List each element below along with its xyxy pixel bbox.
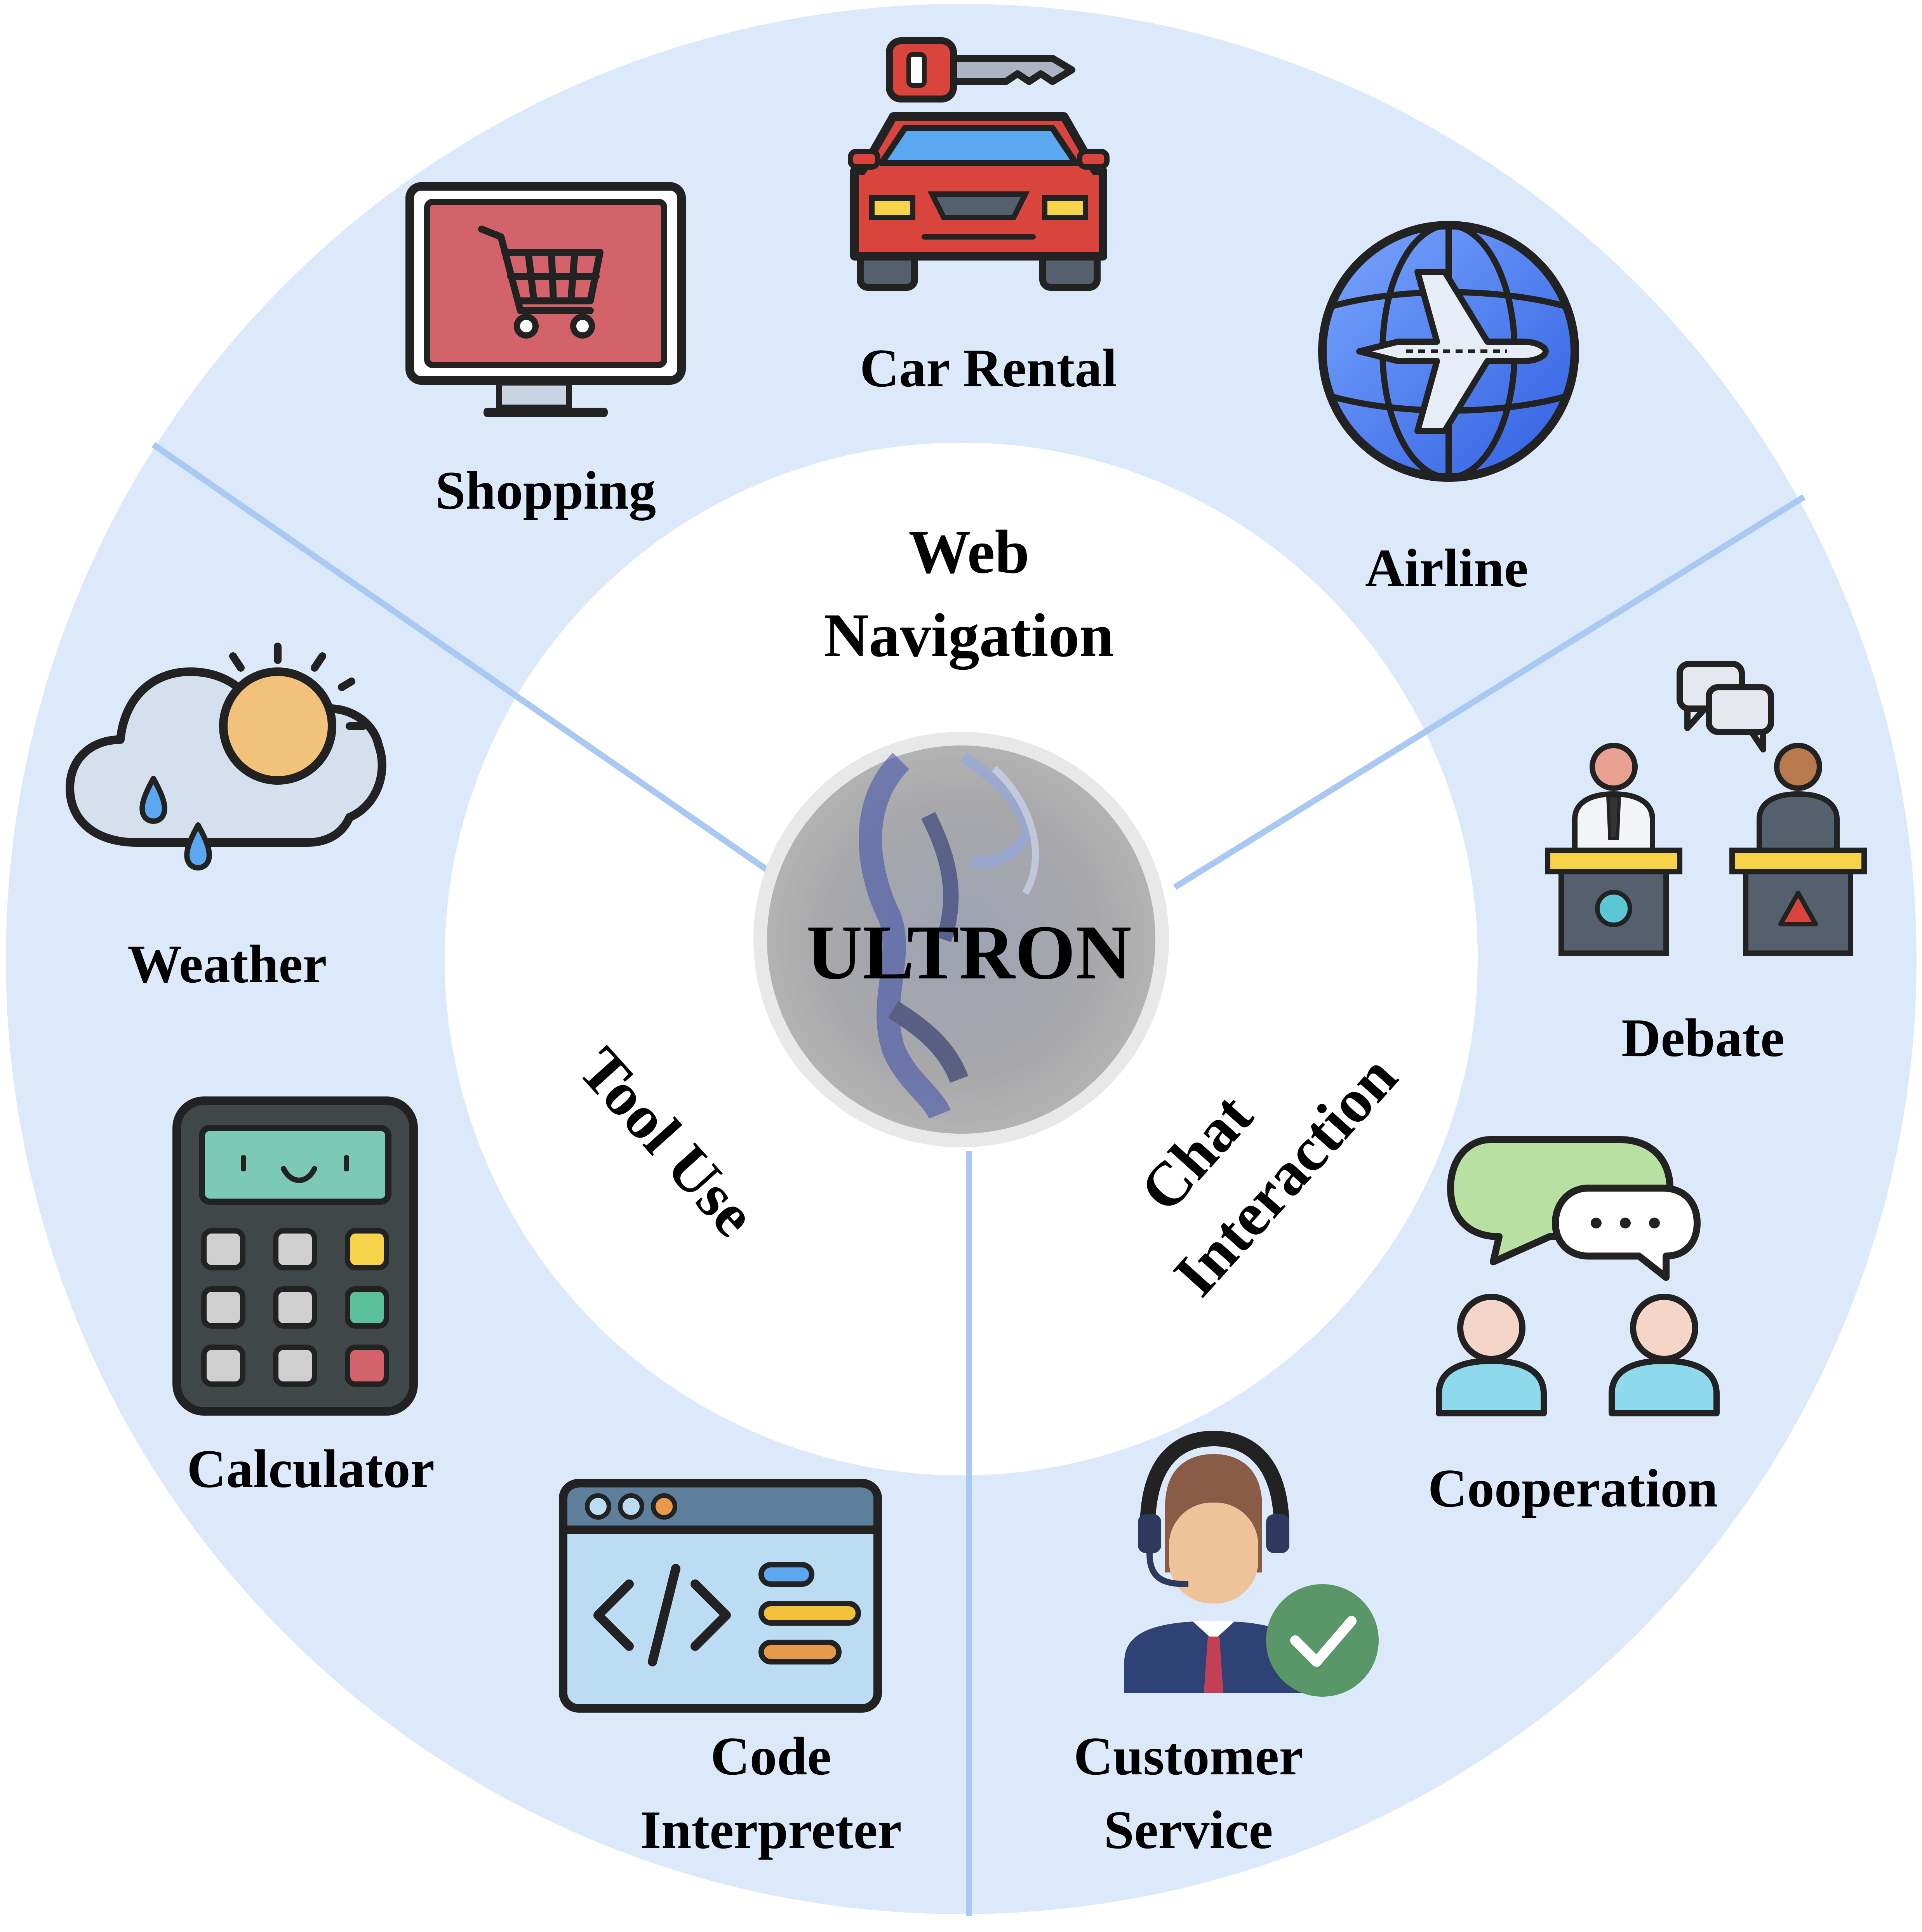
center-figure-icon: [859, 752, 1039, 1119]
section-title-line: Web: [908, 517, 1029, 586]
airline-label: Airline: [1365, 538, 1528, 598]
weather-cloud-sun-icon: [66, 643, 386, 870]
calculator-icon: [172, 1096, 418, 1416]
section-title-web-navigation: Web Navigation: [824, 517, 1114, 670]
calculator-label: Calculator: [187, 1439, 435, 1499]
code-interpreter-label-line: Code: [710, 1726, 831, 1786]
weather-item: Weather: [66, 643, 386, 994]
divider-right: [1173, 494, 1806, 890]
center-label: ULTRON: [806, 910, 1131, 996]
calculator-item: Calculator: [172, 1096, 435, 1499]
weather-label: Weather: [127, 934, 327, 994]
cooperation-label: Cooperation: [1428, 1458, 1718, 1518]
debate-podiums-icon: [1545, 661, 1867, 956]
globe-airplane-icon: [1318, 221, 1579, 482]
customer-service-label-line: Service: [1104, 1800, 1273, 1860]
cooperation-chat-people-icon: [1436, 1136, 1720, 1416]
car-rental-label: Car Rental: [860, 338, 1117, 398]
customer-service-label-line: Customer: [1074, 1726, 1303, 1786]
shopping-monitor-icon: [405, 182, 686, 417]
airline-item: Airline: [1318, 221, 1579, 598]
car-icon: [848, 112, 1110, 291]
code-interpreter-item: Code Interpreter: [559, 1479, 902, 1860]
car-rental-item: Car Rental: [848, 37, 1117, 398]
shopping-label: Shopping: [435, 460, 656, 521]
code-window-icon: [559, 1479, 882, 1713]
section-dividers: [151, 442, 1806, 1916]
customer-service-item: Customer Service: [1074, 1430, 1379, 1860]
cooperation-item: Cooperation: [1428, 1136, 1720, 1518]
customer-service-agent-icon: [1124, 1430, 1379, 1697]
center-hub: ULTRON: [753, 732, 1169, 1147]
section-title-line: Navigation: [824, 601, 1114, 670]
car-key-icon: [886, 37, 1075, 103]
debate-item: Debate: [1545, 661, 1867, 1068]
divider-left: [151, 442, 788, 886]
shopping-item: Shopping: [405, 182, 686, 521]
debate-label: Debate: [1621, 1008, 1785, 1068]
code-interpreter-label-line: Interpreter: [640, 1800, 902, 1860]
